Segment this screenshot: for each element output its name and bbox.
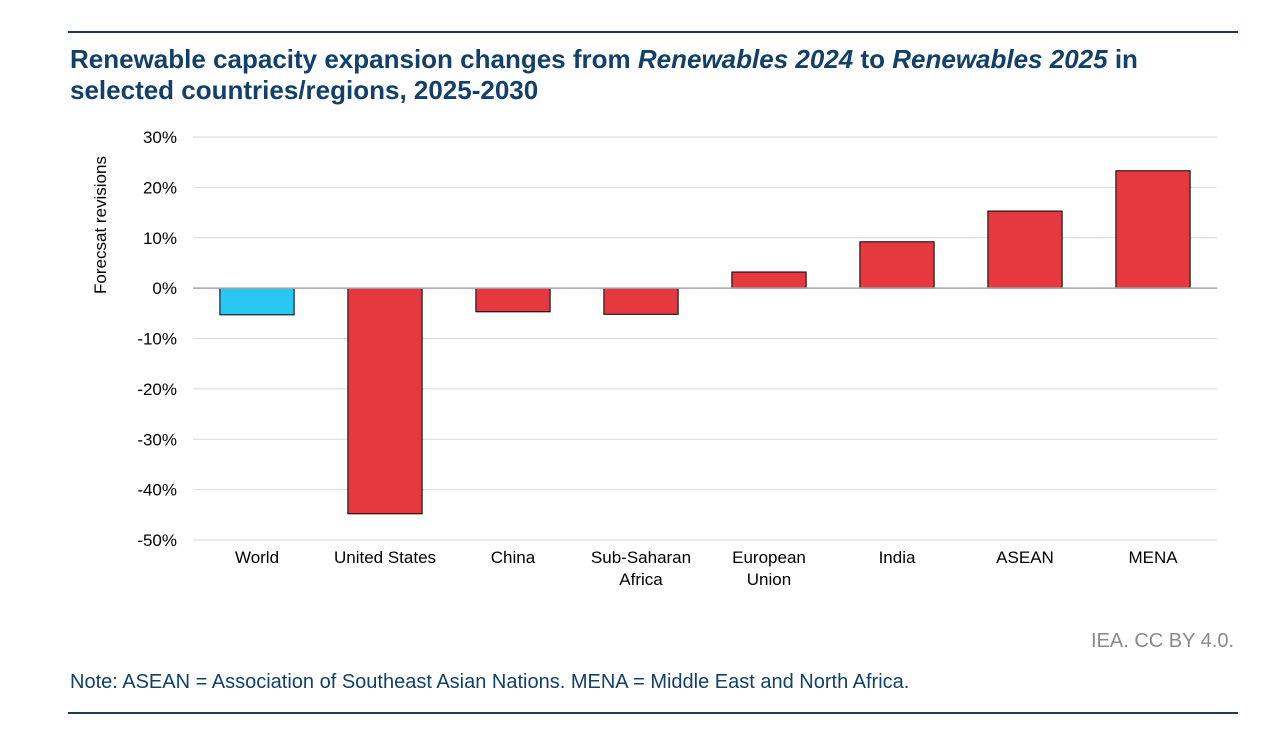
bar-sub-saharan-africa bbox=[603, 287, 679, 315]
bar-asean bbox=[987, 210, 1063, 289]
bottom-rule bbox=[68, 712, 1238, 714]
title-part-1: Renewable capacity expansion changes fro… bbox=[70, 44, 638, 74]
bar-world bbox=[219, 287, 295, 316]
top-rule bbox=[68, 31, 1238, 33]
y-tick-label: -50% bbox=[137, 531, 177, 550]
title-italic-1: Renewables 2024 bbox=[637, 44, 854, 74]
x-tick-label: World bbox=[235, 548, 279, 567]
chart-title: Renewable capacity expansion changes fro… bbox=[70, 44, 1240, 106]
bar-india bbox=[859, 241, 935, 289]
y-tick-label: -10% bbox=[137, 330, 177, 349]
title-part-3: in selected countries/regions, 2025-2030 bbox=[70, 44, 1138, 105]
x-tick-labels: World United States China Sub-Saharan Africa… bbox=[235, 548, 1178, 589]
bar-european-union bbox=[731, 271, 807, 289]
y-tick-label: 20% bbox=[143, 178, 177, 197]
x-tick-label: Sub-Saharan bbox=[591, 548, 691, 567]
x-tick-label: MENA bbox=[1128, 548, 1178, 567]
y-axis-label: Forecsat revisions bbox=[91, 156, 110, 294]
bar-china bbox=[475, 287, 551, 313]
chart-area: 30% 20% 10% 0% -10% -20% -30% -40% -50% World Uni… bbox=[91, 128, 1217, 589]
y-tick-label: -30% bbox=[137, 430, 177, 449]
y-tick-label: 30% bbox=[143, 128, 177, 147]
credit-text: IEA. CC BY 4.0. bbox=[1090, 630, 1234, 652]
y-tick-label: 10% bbox=[143, 229, 177, 248]
x-tick-label: ASEAN bbox=[996, 548, 1054, 567]
y-tick-labels: 30% 20% 10% 0% -10% -20% -30% -40% -50% bbox=[137, 128, 177, 550]
gridlines bbox=[193, 136, 1217, 541]
y-tick-label: -40% bbox=[137, 481, 177, 500]
x-tick-label: European bbox=[732, 548, 806, 567]
bar-mena bbox=[1115, 170, 1191, 289]
title-part-2: to bbox=[853, 44, 893, 74]
x-tick-label: China bbox=[491, 548, 536, 567]
x-tick-label: Africa bbox=[619, 570, 663, 589]
x-tick-label: India bbox=[879, 548, 916, 567]
y-tick-label: -20% bbox=[137, 380, 177, 399]
x-tick-label: United States bbox=[334, 548, 436, 567]
title-italic-2: Renewables 2025 bbox=[892, 44, 1108, 74]
note-text: Note: ASEAN = Association of Southeast A… bbox=[70, 671, 910, 693]
bar-united-states bbox=[347, 287, 423, 515]
x-tick-label: Union bbox=[747, 570, 791, 589]
y-tick-label: 0% bbox=[152, 279, 177, 298]
bars bbox=[219, 170, 1191, 515]
bar-chart: 30% 20% 10% 0% -10% -20% -30% -40% -50% World Uni… bbox=[91, 128, 1217, 589]
